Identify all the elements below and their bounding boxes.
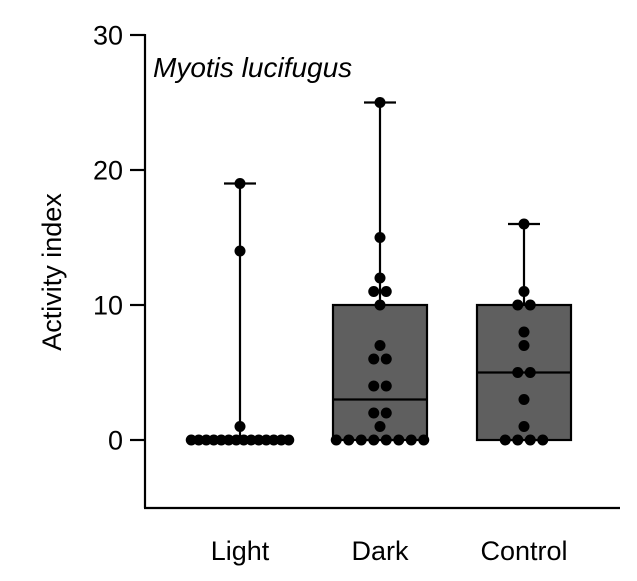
y-tick-label-30: 30 [93, 21, 123, 51]
data-point-dark [368, 407, 380, 419]
data-point-control [512, 434, 524, 446]
data-point-dark [374, 272, 386, 284]
y-axis-title: Activity index [37, 193, 67, 351]
y-tick-label-20: 20 [93, 156, 123, 186]
data-point-dark [380, 286, 392, 297]
data-point-dark [368, 286, 380, 297]
data-point-control [518, 286, 530, 297]
data-point-light [234, 421, 246, 432]
data-point-dark [355, 434, 367, 446]
data-point-dark [374, 97, 386, 108]
data-point-dark [374, 232, 386, 243]
data-point-dark [380, 353, 392, 365]
data-point-dark [368, 434, 380, 446]
box-group-control [475, 218, 573, 446]
data-point-dark [380, 407, 392, 419]
box-group-dark [330, 97, 430, 446]
data-point-control [518, 394, 530, 405]
data-point-control [524, 299, 536, 311]
y-axis-ticks: 0 10 20 30 [93, 21, 145, 456]
y-tick-label-0: 0 [108, 426, 123, 456]
data-point-dark [405, 434, 417, 446]
data-point-dark [374, 421, 386, 432]
box-iqr-dark [331, 303, 429, 442]
data-point-control [518, 340, 530, 351]
data-point-control [518, 421, 530, 432]
data-point-light [283, 434, 295, 446]
data-point-control [524, 367, 536, 378]
data-point-control [537, 434, 549, 446]
data-point-dark [374, 340, 386, 351]
data-point-dark [368, 353, 380, 365]
box-groups [185, 97, 573, 446]
x-axis-labels: Light Dark Control [211, 536, 568, 566]
data-point-dark [368, 380, 380, 392]
x-label-light: Light [211, 536, 270, 566]
data-point-dark [343, 434, 355, 446]
data-point-light [234, 245, 246, 257]
data-point-dark [330, 434, 342, 446]
chart-title: Myotis lucifugus [153, 52, 352, 83]
data-point-dark [418, 434, 430, 446]
data-point-light [234, 178, 246, 189]
box-group-light [185, 178, 295, 446]
data-point-control [518, 326, 530, 338]
data-point-control [512, 367, 524, 378]
data-point-control [518, 218, 530, 230]
x-label-dark: Dark [351, 536, 409, 566]
y-tick-label-10: 10 [93, 291, 123, 321]
data-point-control [499, 434, 511, 446]
data-point-dark [393, 434, 405, 446]
data-point-dark [374, 299, 386, 311]
x-label-control: Control [480, 536, 567, 566]
data-point-control [524, 434, 536, 446]
data-point-dark [380, 434, 392, 446]
data-point-dark [380, 380, 392, 392]
data-point-control [512, 299, 524, 311]
